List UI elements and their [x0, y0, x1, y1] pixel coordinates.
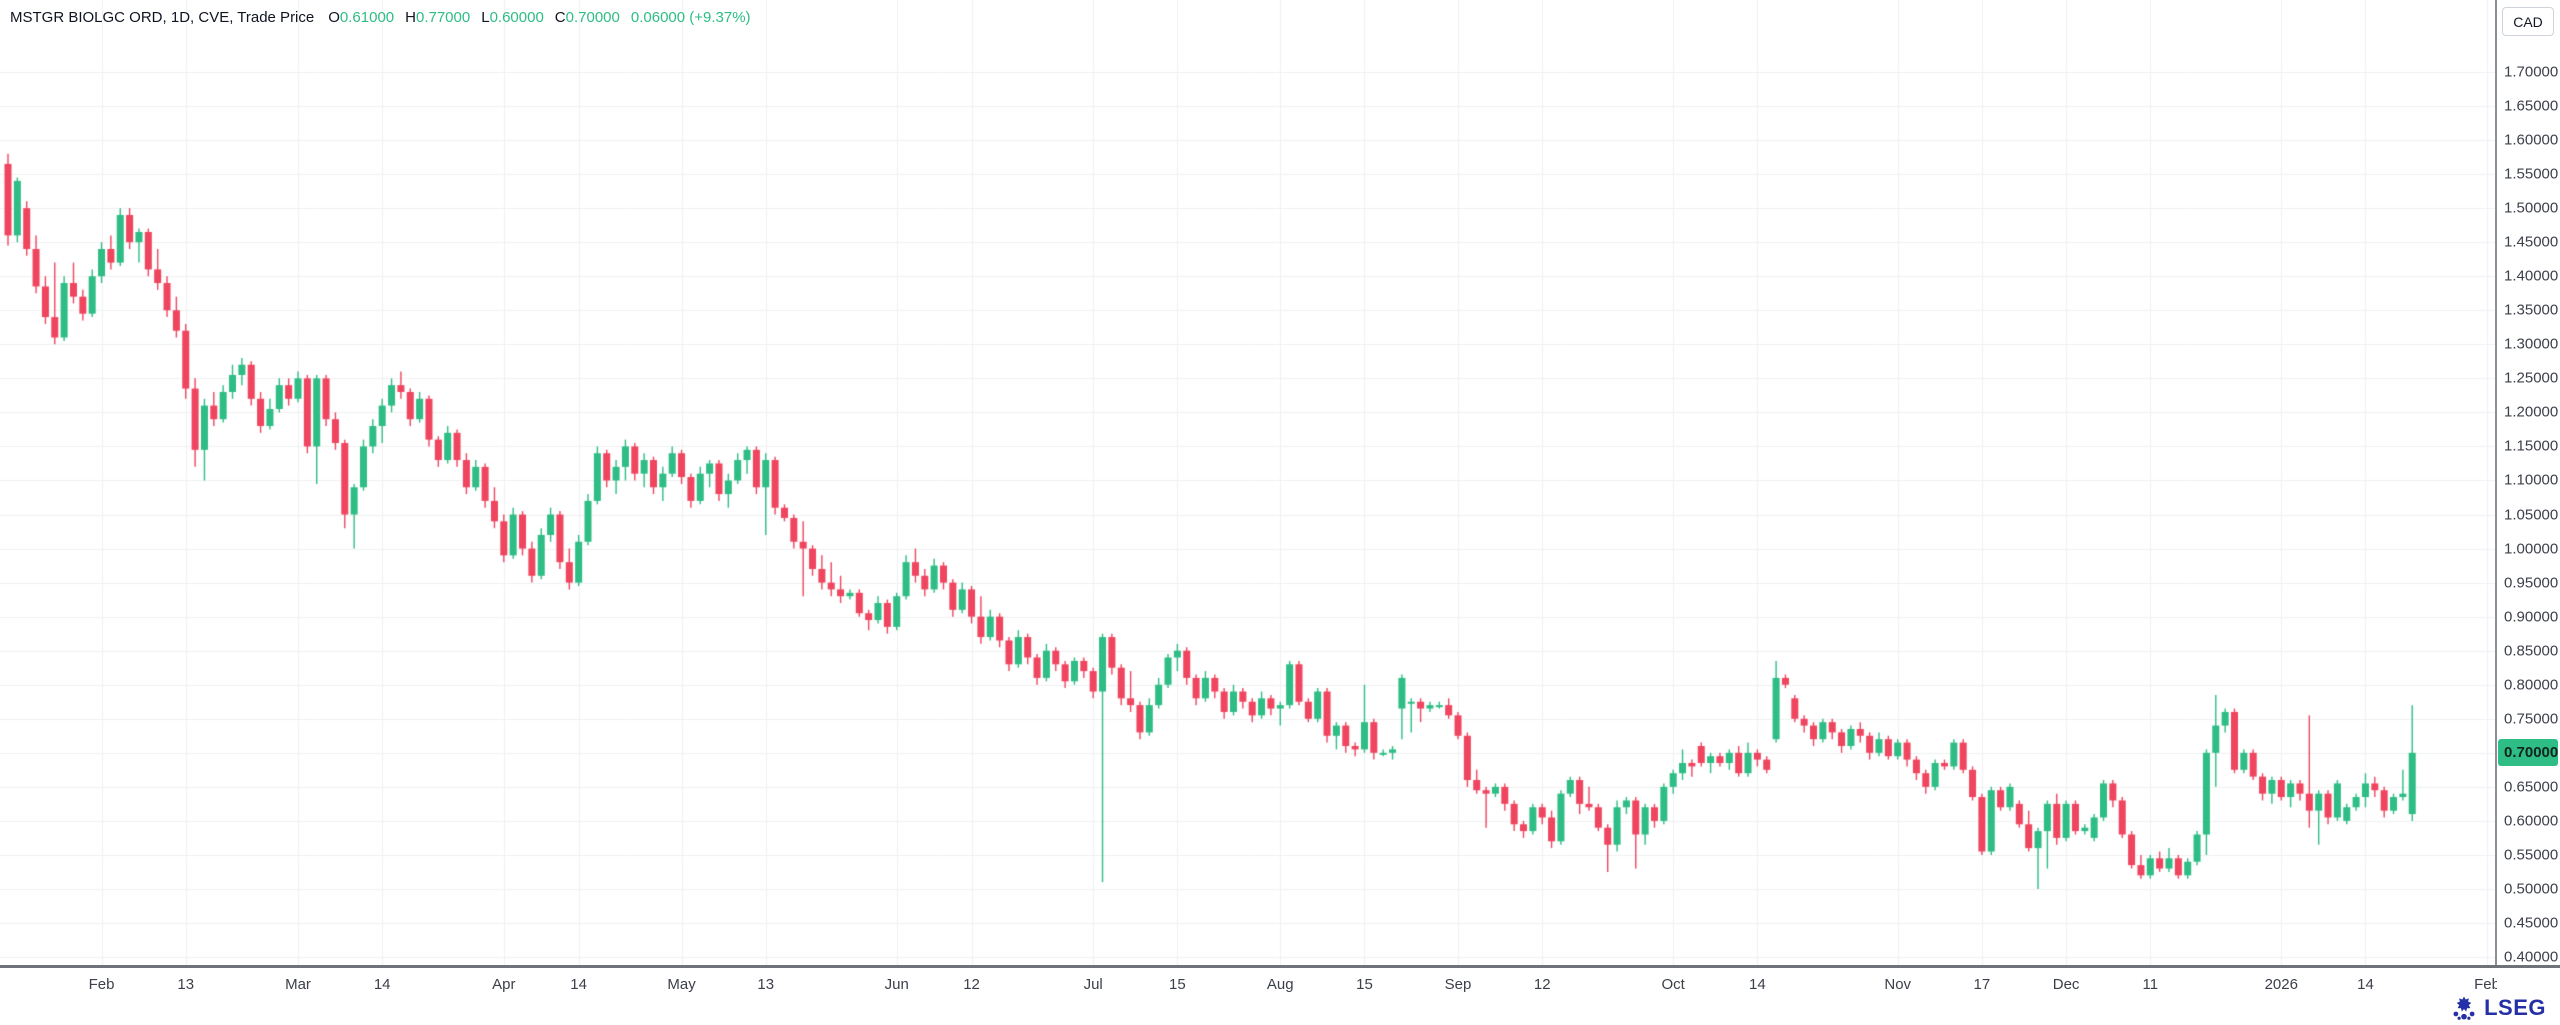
time-tick-label: Feb [88, 976, 115, 993]
price-tick-label: 0.95000 [2504, 574, 2559, 592]
price-tick-label: 0.65000 [2504, 778, 2559, 796]
time-tick-label: 15 [1356, 976, 1373, 993]
time-tick-label: Jul [1083, 976, 1103, 993]
price-tick-label: 1.55000 [2504, 165, 2559, 183]
last-price-tag: 0.70000 [2498, 739, 2558, 767]
time-tick-label: 12 [1533, 976, 1551, 993]
time-tick-label: May [667, 976, 696, 993]
price-tick-label: 0.60000 [2504, 812, 2559, 830]
price-tick-label: 1.65000 [2504, 97, 2559, 115]
instrument-title[interactable]: MSTGR BIOLGC ORD, 1D, CVE, Trade Price [10, 8, 315, 26]
time-tick-label: 14 [2357, 976, 2374, 993]
time-tick-label: 14 [570, 976, 587, 993]
time-tick-label: Oct [1661, 976, 1685, 993]
time-tick-label: 17 [1973, 976, 1991, 993]
time-tick-label: 14 [1749, 976, 1766, 993]
time-tick-label: Apr [492, 976, 516, 993]
time-tick-label: Nov [1884, 976, 1912, 993]
price-tick-label: 0.75000 [2504, 710, 2559, 728]
lseg-logo: LSEG [2451, 995, 2546, 1021]
time-tick-label: Mar [285, 976, 311, 993]
time-tick-label: Dec [2052, 976, 2080, 993]
open-value: O0.61000 [328, 8, 395, 26]
high-value: H0.77000 [405, 8, 471, 26]
price-tick-label: 1.35000 [2504, 301, 2559, 319]
time-tick-label: 15 [1169, 976, 1186, 993]
price-tick-label: 1.30000 [2504, 335, 2559, 353]
lseg-crest-icon [2451, 995, 2477, 1021]
price-tick-label: 1.40000 [2504, 267, 2559, 285]
close-value: C0.70000 [554, 8, 620, 26]
time-tick-label: 13 [177, 976, 195, 993]
price-tick-label: 0.80000 [2504, 676, 2559, 694]
price-tick-label: 1.25000 [2504, 369, 2559, 387]
price-tick-label: 1.10000 [2504, 471, 2559, 489]
low-value: L0.60000 [481, 8, 544, 26]
candlestick-chart[interactable] [0, 0, 2497, 965]
price-tick-label: 1.70000 [2504, 63, 2559, 81]
price-tick-label: 0.40000 [2504, 948, 2559, 966]
time-axis[interactable]: Feb 13 Mar 14 Apr 14 May 13 Jun 12 Jul 15 Aug 15 Sep 12… [0, 965, 2560, 1025]
time-tick-label: 13 [757, 976, 775, 993]
price-tick-label: 0.55000 [2504, 846, 2559, 864]
price-tick-label: 1.45000 [2504, 233, 2559, 251]
chart-legend[interactable]: MSTGR BIOLGC ORD, 1D, CVE, Trade Price O… [10, 6, 751, 28]
time-tick-label: 11 [2142, 976, 2159, 993]
time-tick-label: Jun [884, 976, 909, 993]
time-tick-label: Aug [1266, 976, 1294, 993]
time-tick-label: 2026 [2264, 976, 2298, 993]
time-tick-label: Feb [2474, 976, 2497, 993]
lseg-wordmark: LSEG [2484, 995, 2546, 1020]
price-axis[interactable]: CAD 1.70000 1.65000 1.60000 1.55000 1.50000 1… [2495, 0, 2560, 966]
price-tick-label: 1.15000 [2504, 437, 2559, 455]
price-tick-label: 1.50000 [2504, 199, 2559, 217]
price-tick-label: 0.90000 [2504, 608, 2559, 626]
price-tick-label: 0.45000 [2504, 914, 2559, 932]
time-tick-label: 14 [373, 976, 391, 993]
change-value: 0.06000 (+9.37%) [630, 8, 751, 26]
price-tick-label: 1.00000 [2504, 540, 2559, 558]
time-tick-label: Sep [1444, 976, 1472, 993]
currency-label[interactable]: CAD [2502, 7, 2554, 36]
price-tick-label: 1.60000 [2504, 131, 2559, 149]
price-tick-label: 1.05000 [2504, 506, 2559, 524]
price-tick-label: 1.20000 [2504, 403, 2559, 421]
price-tick-label: 0.85000 [2504, 642, 2559, 660]
time-tick-label: 12 [963, 976, 980, 993]
price-tick-label: 0.50000 [2504, 880, 2559, 898]
time-tick-labels: Feb 13 Mar 14 Apr 14 May 13 Jun 12 Jul 15 Aug 15 Sep 12… [0, 968, 2497, 1008]
